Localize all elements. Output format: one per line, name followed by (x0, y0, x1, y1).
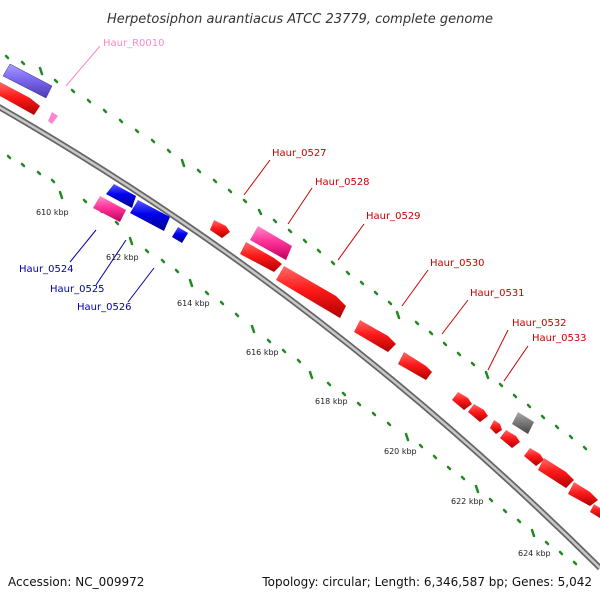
feature-haur-0525-a (106, 184, 136, 208)
feature-red-cds-5 (538, 458, 574, 488)
feature-red-cds-6 (568, 482, 598, 506)
feature-red-cds-4 (524, 448, 544, 466)
feature-red-gene (0, 82, 40, 115)
feature-rna-r0010 (48, 112, 58, 124)
scale-label-614: 614 kbp (177, 299, 210, 308)
label-haur-0533: Haur_0533 (532, 333, 587, 344)
label-haur-0530: Haur_0530 (430, 258, 485, 269)
label-haur-0532: Haur_0532 (512, 318, 567, 329)
feature-red-cds-7 (590, 504, 600, 518)
scale-label-612: 612 kbp (106, 253, 139, 262)
map-title: Herpetosiphon aurantiacus ATCC 23779, co… (107, 12, 493, 27)
label-haur-r0010: Haur_R0010 (103, 38, 165, 49)
feature-haur-0533 (500, 430, 520, 448)
label-haur-0525: Haur_0525 (50, 284, 105, 295)
feature-purple-gene (2, 63, 53, 99)
genome-summary-text: Topology: circular; Length: 6,346,587 bp… (261, 575, 592, 589)
tick-track-inner (6, 154, 578, 566)
label-haur-0527: Haur_0527 (272, 148, 327, 159)
scale-label-618: 618 kbp (315, 397, 348, 406)
scale-label-616: 616 kbp (246, 348, 279, 357)
label-haur-0526: Haur_0526 (77, 302, 132, 313)
feature-red-cds-1 (240, 242, 282, 272)
feature-haur-0526 (172, 227, 188, 243)
label-haur-0529: Haur_0529 (366, 211, 421, 222)
label-leaders (65, 45, 529, 382)
feature-haur-0524 (93, 196, 126, 222)
feature-haur-0532 (490, 420, 502, 434)
genome-backbone (0, 104, 600, 571)
feature-red-cds-2 (452, 392, 472, 410)
feature-haur-0533-gray (512, 412, 534, 434)
scale-label-624: 624 kbp (518, 549, 551, 558)
label-haur-0531: Haur_0531 (470, 288, 525, 299)
scale-label-622: 622 kbp (451, 497, 484, 506)
scale-label-610: 610 kbp (36, 208, 69, 217)
feature-haur-0525-b (130, 200, 170, 231)
label-haur-0524: Haur_0524 (19, 264, 74, 275)
scale-label-620: 620 kbp (384, 447, 417, 456)
feature-haur-0531 (398, 352, 432, 380)
label-haur-0528: Haur_0528 (315, 177, 370, 188)
feature-haur-0529 (276, 266, 346, 318)
accession-text: Accession: NC_009972 (8, 575, 144, 589)
feature-haur-0527 (210, 220, 230, 238)
feature-red-cds-3 (468, 404, 488, 422)
feature-haur-0530 (354, 320, 396, 352)
tick-track-outer (4, 54, 588, 451)
feature-haur-0528 (250, 226, 292, 260)
